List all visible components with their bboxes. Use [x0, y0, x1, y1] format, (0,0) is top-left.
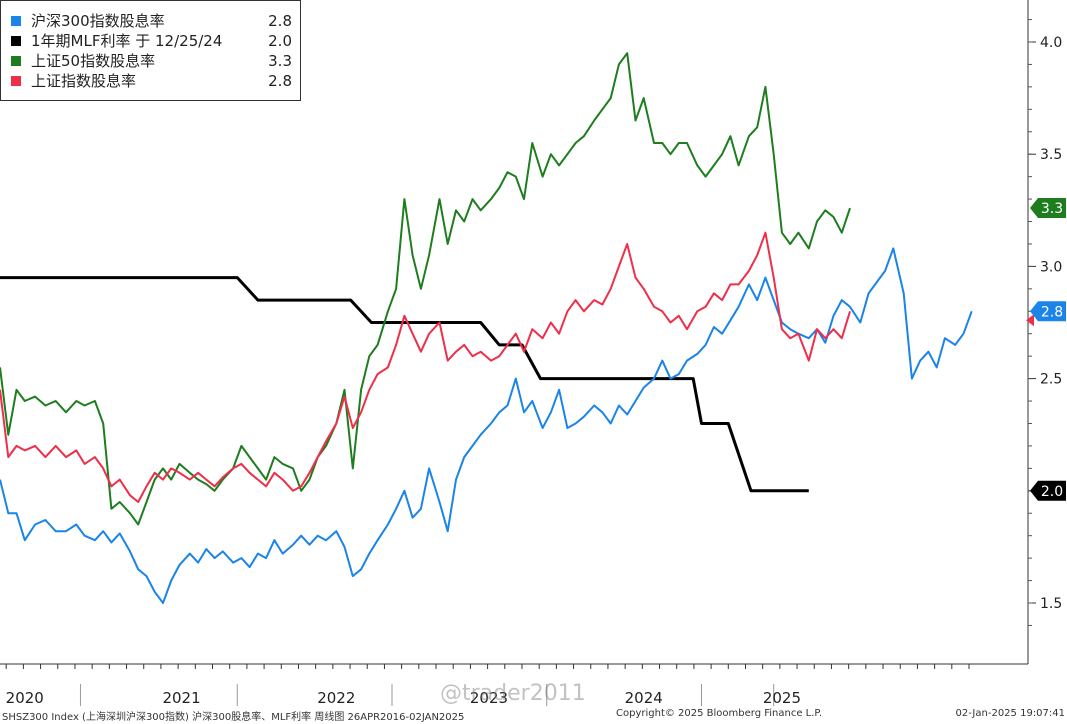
footer-source: SHSZ300 Index (上海深圳沪深300指数) 沪深300股息率、MLF…: [2, 712, 465, 723]
legend-value-mlf: 2.0: [268, 32, 292, 50]
legend-swatch-sz50: [11, 56, 21, 66]
legend-label-mlf: 1年期MLF利率 于 12/25/24: [31, 32, 223, 50]
watermark-text: @trader2011: [440, 681, 586, 706]
x-tick-label: 2020: [6, 689, 44, 707]
end-value-tag-2: 3.3: [1030, 198, 1066, 219]
legend-swatch-mlf: [11, 36, 21, 46]
series-layer: [0, 52, 973, 604]
end-value-tag-bg: [1030, 301, 1066, 322]
axis-layer: 1.5 2.0 2.5 3.0 3.5 4.0 2020 2021 2022 2023 2024 20…: [0, 0, 1066, 707]
end-value-tag-3: [1026, 314, 1034, 327]
end-value-tag-label: 2.0: [1041, 484, 1063, 500]
legend: 沪深300指数股息率 2.8 1年期MLF利率 于 12/25/24 2.0 上…: [0, 0, 301, 101]
end-value-tag-bg: [1030, 480, 1066, 501]
legend-swatch-szzs: [11, 76, 21, 86]
series-line-1: [0, 276, 809, 493]
y-tick-label: 3.5: [1040, 147, 1062, 163]
y-tick-label: 2.5: [1040, 372, 1062, 388]
legend-swatch-hs300: [11, 16, 21, 26]
y-tick-label: 4.0: [1040, 35, 1062, 51]
legend-value-szzs: 2.8: [268, 72, 292, 90]
x-tick-label: 2021: [162, 689, 200, 707]
footer-timestamp: 02-Jan-2025 19:07:41: [955, 708, 1065, 719]
end-value-tag-label: 3.3: [1041, 201, 1063, 217]
legend-row-szzs: 上证指数股息率 2.8: [1, 71, 300, 91]
legend-row-mlf: 1年期MLF利率 于 12/25/24 2.0: [1, 31, 300, 51]
legend-value-hs300: 2.8: [268, 12, 292, 30]
legend-value-sz50: 3.3: [268, 52, 292, 70]
y-tick-label: 1.5: [1040, 596, 1062, 612]
x-tick-label: 2023: [470, 689, 508, 707]
series-line-2: [0, 52, 851, 526]
footer-copyright: Copyright© 2025 Bloomberg Finance L.P.: [616, 708, 823, 719]
legend-row-hs300: 沪深300指数股息率 2.8: [1, 11, 300, 31]
y-tick-label: 3.0: [1040, 259, 1062, 275]
end-value-tag-label: 2.8: [1041, 304, 1063, 320]
x-tick-label: 2025: [763, 689, 801, 707]
end-value-tag-0: 2.8: [1030, 301, 1066, 322]
end-value-tag-bg: [1030, 198, 1066, 219]
x-tick-label: 2022: [317, 689, 355, 707]
x-tick-label: 2024: [625, 689, 663, 707]
legend-row-sz50: 上证50指数股息率 3.3: [1, 51, 300, 71]
legend-label-sz50: 上证50指数股息率: [31, 52, 156, 70]
series-line-3: [0, 231, 851, 503]
series-line-0: [0, 247, 973, 604]
legend-label-szzs: 上证指数股息率: [31, 72, 137, 90]
legend-label-hs300: 沪深300指数股息率: [31, 12, 165, 30]
end-value-tag-1: 2.0: [1030, 480, 1066, 501]
